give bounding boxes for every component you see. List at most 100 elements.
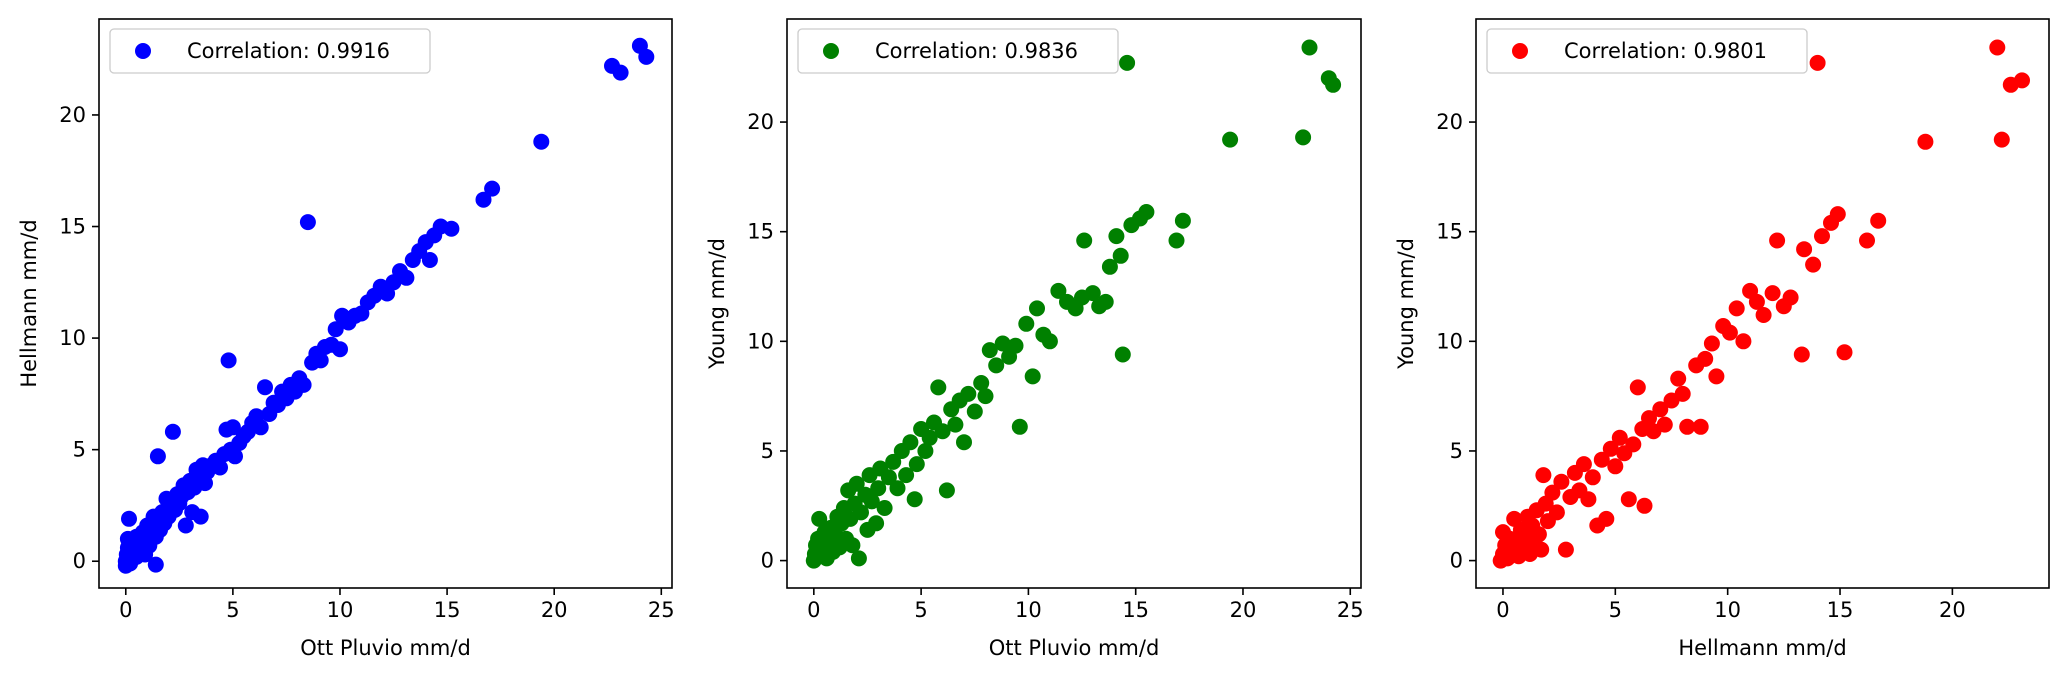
data-point (1814, 228, 1830, 245)
data-point (1584, 469, 1601, 486)
data-point (1625, 436, 1642, 453)
data-point (973, 375, 990, 391)
data-point (1721, 324, 1738, 341)
data-point (902, 434, 919, 451)
data-point (994, 335, 1011, 352)
plot-frame (98, 18, 673, 589)
x-tick-label: 15 (434, 598, 461, 622)
data-point (863, 493, 880, 510)
data-point (1728, 300, 1745, 317)
data-point (885, 453, 902, 470)
data-point (1793, 346, 1810, 363)
data-point (227, 448, 243, 465)
y-axis-label: Hellmann mm/d (17, 219, 41, 387)
data-point (1119, 54, 1136, 71)
legend: Correlation: 0.9916 (109, 28, 431, 74)
data-point (1325, 76, 1342, 93)
data-point (1670, 370, 1687, 387)
data-point (1703, 335, 1720, 352)
data-point (1168, 232, 1185, 249)
data-point (212, 459, 228, 476)
data-point (1652, 401, 1669, 418)
legend-marker (1512, 43, 1528, 59)
data-point (1050, 282, 1067, 299)
data-point (908, 456, 925, 473)
data-point (930, 379, 947, 396)
data-point (1629, 379, 1646, 396)
data-point (1607, 458, 1624, 475)
data-point (1533, 541, 1550, 558)
x-tick-label: 0 (1496, 598, 1509, 622)
y-tick-label: 5 (761, 439, 774, 463)
data-point (484, 180, 501, 197)
data-point (220, 352, 237, 369)
data-point (1870, 212, 1887, 229)
y-tick-label: 5 (73, 438, 86, 462)
y-tick-label: 5 (1450, 439, 1463, 463)
data-point (1530, 526, 1547, 543)
data-point (475, 191, 492, 208)
x-tick-label: 10 (1015, 598, 1042, 622)
x-tick-label: 25 (1337, 598, 1364, 622)
data-point (1674, 385, 1691, 402)
data-point (811, 510, 828, 527)
data-point (398, 269, 415, 286)
data-point (1641, 410, 1657, 427)
data-point (1796, 241, 1813, 258)
data-point (1993, 131, 2010, 148)
legend-label: Correlation: 0.9801 (1564, 39, 1767, 63)
data-point (164, 423, 181, 440)
y-tick-label: 10 (1436, 329, 1463, 353)
data-point (848, 475, 865, 492)
data-point (1301, 39, 1318, 56)
data-point (257, 379, 273, 396)
data-point (1101, 258, 1118, 275)
data-point (1620, 491, 1637, 508)
data-point (898, 467, 915, 484)
data-point (1174, 212, 1191, 229)
data-point (2014, 72, 2030, 89)
y-tick-label: 20 (1436, 110, 1463, 134)
y-tick-label: 0 (761, 549, 774, 573)
data-point (1755, 307, 1772, 323)
data-point (192, 508, 209, 525)
data-point (1989, 39, 2006, 56)
data-point (938, 482, 955, 499)
data-point (1097, 293, 1114, 310)
legend-label: Correlation: 0.9836 (875, 39, 1078, 63)
data-point (960, 385, 977, 402)
x-tick-label: 5 (1609, 598, 1622, 622)
legend-marker (823, 43, 839, 59)
data-point (147, 556, 164, 573)
data-point (956, 434, 972, 451)
data-point (1544, 484, 1561, 501)
y-tick-label: 15 (59, 215, 86, 239)
data-point (906, 491, 923, 508)
data-point (934, 423, 951, 440)
data-point (981, 342, 998, 359)
chart-1: 0 5 10 15 20 25 0 5 10 15 20 Ott Pluvio mm/d Hellman… (17, 18, 675, 660)
data-point (1748, 293, 1765, 310)
data-point (1598, 510, 1615, 527)
data-point (1735, 333, 1752, 350)
data-point (1222, 131, 1239, 148)
data-point (1108, 228, 1125, 245)
data-point (876, 500, 893, 516)
data-point (880, 469, 897, 486)
data-point (917, 443, 934, 459)
data-point (1295, 129, 1312, 146)
data-point (844, 537, 861, 554)
data-point (1764, 285, 1781, 302)
legend-label: Correlation: 0.9916 (187, 39, 390, 63)
data-point (870, 480, 887, 497)
data-point (1018, 315, 1035, 332)
data-point (1084, 285, 1101, 302)
y-tick-label: 15 (747, 220, 774, 244)
data-point (1829, 206, 1846, 223)
data-point (443, 220, 460, 237)
data-point (1535, 467, 1552, 484)
x-tick-label: 20 (541, 598, 568, 622)
data-point (1679, 418, 1696, 435)
data-point (1708, 368, 1725, 385)
legend: Correlation: 0.9801 (1486, 28, 1808, 74)
